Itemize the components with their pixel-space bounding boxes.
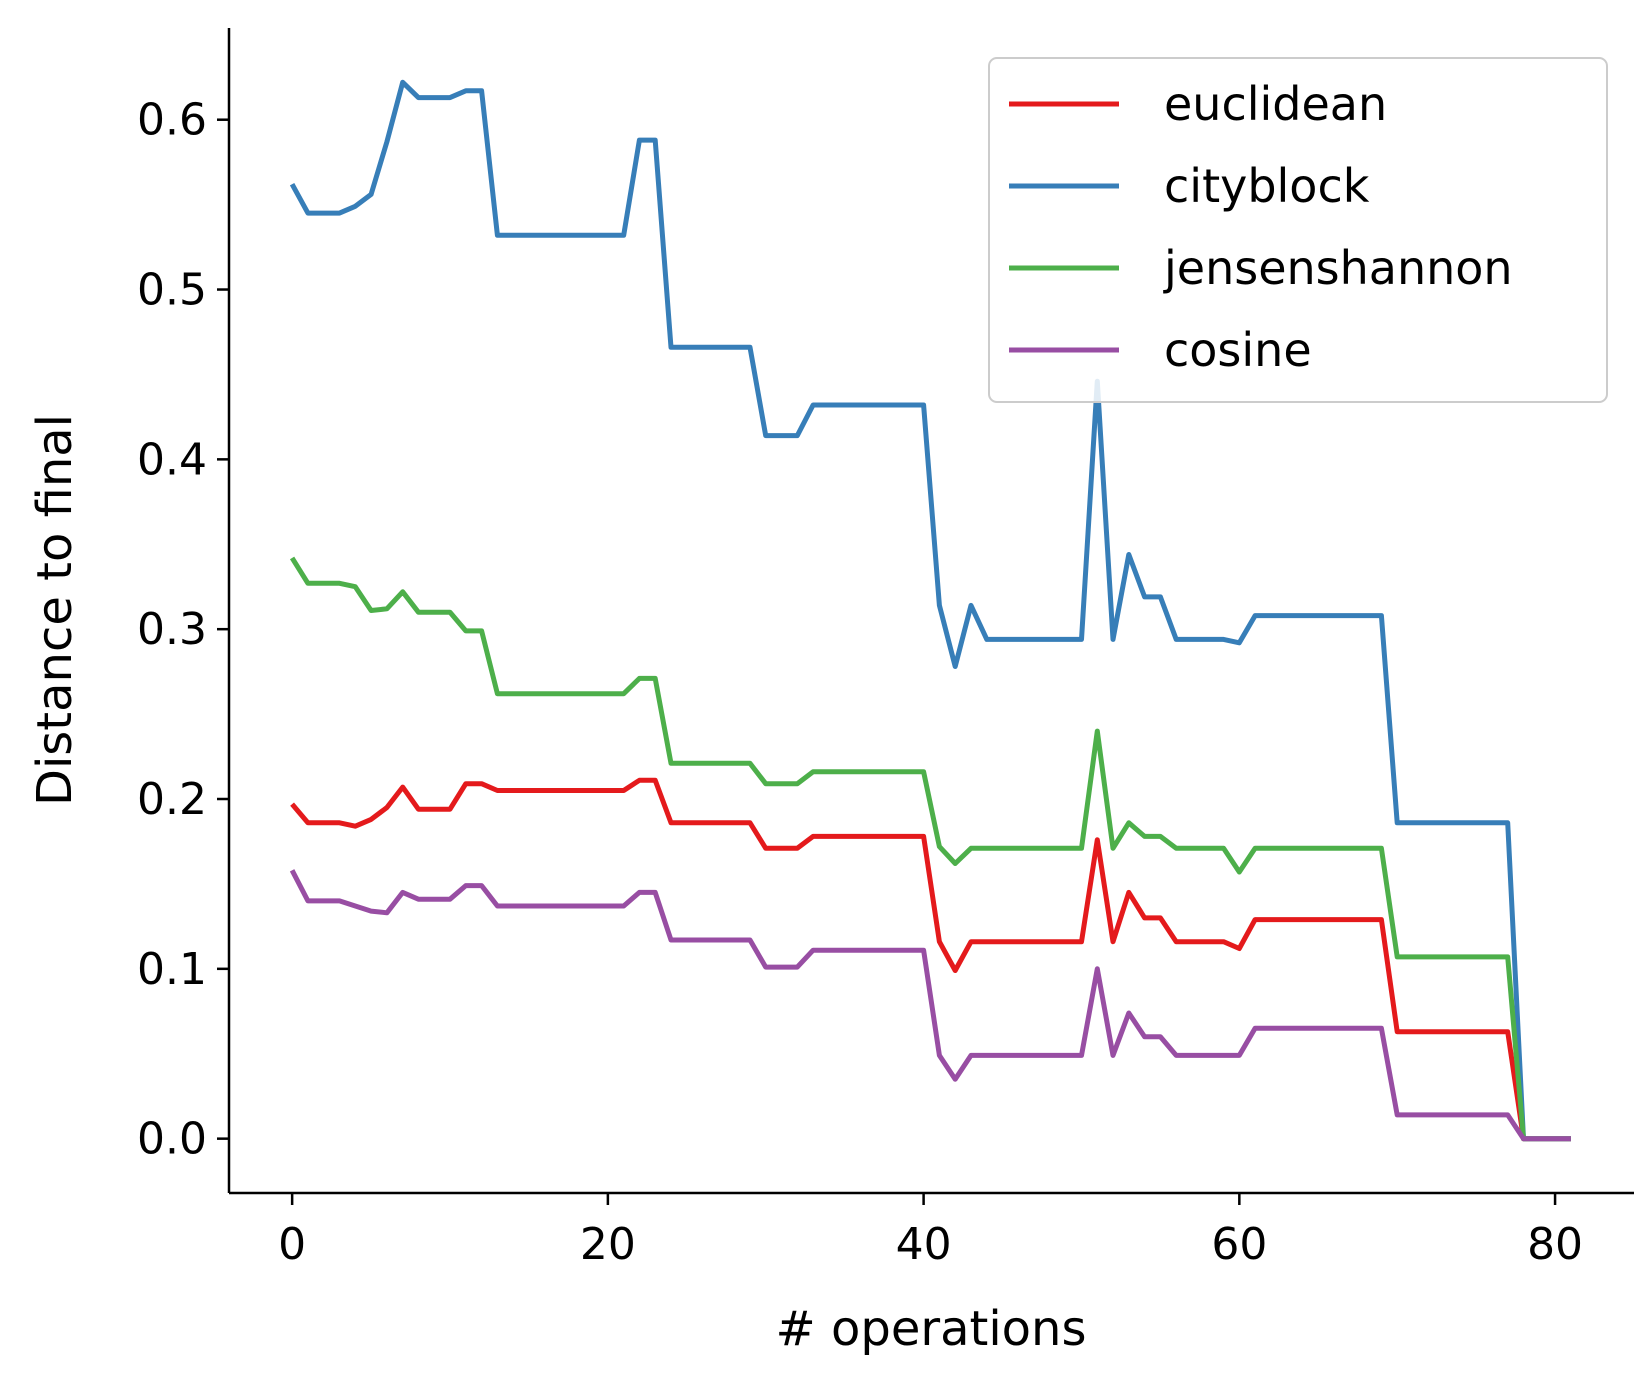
y-tick-label: 0.4 <box>137 434 207 485</box>
series-line-cityblock <box>289 79 1571 1142</box>
y-axis-label: Distance to final <box>27 414 83 806</box>
y-tick-label: 0.2 <box>137 774 207 825</box>
x-tick-label: 20 <box>580 1219 636 1270</box>
legend-entries: euclidean cityblock jensenshannon cosine <box>1009 77 1513 377</box>
legend-label-jensenshannon: jensenshannon <box>1163 241 1513 295</box>
series-line-jensenshannon <box>289 556 1571 1142</box>
x-tick-label: 80 <box>1527 1219 1583 1270</box>
y-tick-label: 0.6 <box>137 95 207 146</box>
x-axis-label: # operations <box>776 1301 1087 1357</box>
series-line-cosine <box>289 869 1571 1142</box>
legend-label-euclidean: euclidean <box>1164 77 1387 131</box>
x-tick-label: 60 <box>1211 1219 1267 1270</box>
legend-label-cosine: cosine <box>1164 323 1312 377</box>
y-tick-label: 0.0 <box>137 1114 207 1165</box>
y-tick-label: 0.1 <box>137 944 207 995</box>
x-tick-label: 0 <box>278 1219 306 1270</box>
x-tick-label: 40 <box>896 1219 952 1270</box>
legend-box <box>988 57 1608 403</box>
y-tick-label: 0.3 <box>137 604 207 655</box>
legend: euclidean cityblock jensenshannon cosine <box>988 57 1608 403</box>
x-ticks: 0 20 40 60 80 <box>278 1193 1583 1270</box>
y-tick-label: 0.5 <box>137 265 207 316</box>
plot-lines <box>289 79 1571 1142</box>
legend-label-cityblock: cityblock <box>1164 159 1370 213</box>
y-ticks: 0.0 0.1 0.2 0.3 0.4 0.5 0.6 <box>137 95 229 1165</box>
series-line-euclidean <box>290 777 1571 1142</box>
